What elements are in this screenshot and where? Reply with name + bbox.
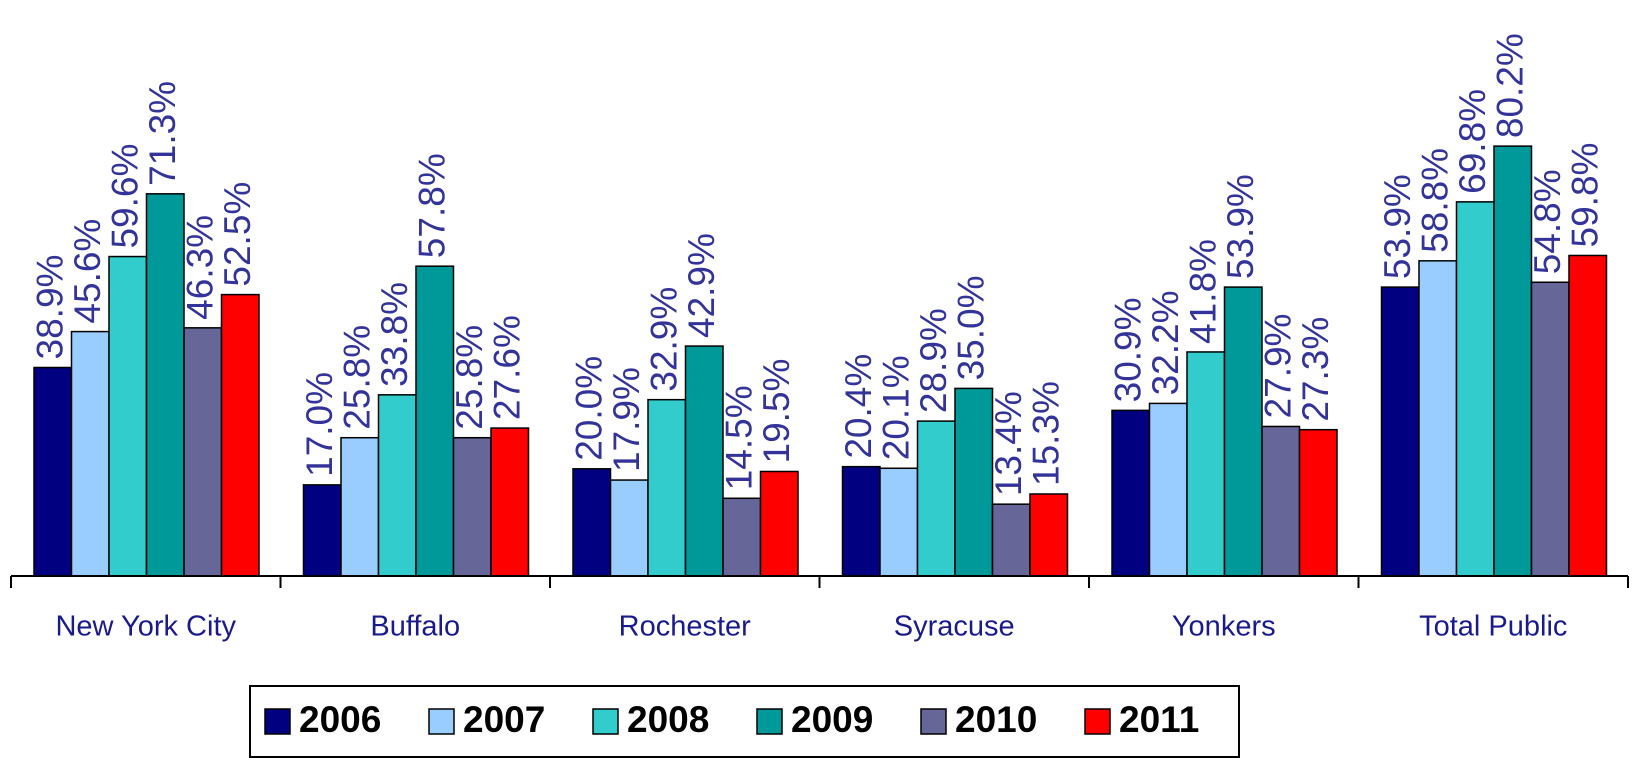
value-label: 27.6% [487,315,528,420]
legend-swatch [592,708,619,735]
value-label: 27.9% [1258,314,1299,419]
value-label: 57.8% [412,153,453,258]
value-label: 69.8% [1452,89,1493,194]
bar [841,465,881,577]
value-label: 41.8% [1183,239,1224,344]
bar [1568,254,1608,577]
value-label: 35.0% [951,275,992,380]
value-label: 53.9% [1220,174,1261,279]
bar [1380,286,1420,577]
value-label: 53.9% [1377,174,1418,279]
bar [916,420,956,577]
value-label: 17.9% [606,367,647,472]
value-label: 25.8% [449,325,490,430]
bar [415,265,455,577]
value-label: 42.9% [681,233,722,338]
x-tick-label: Total Public [1419,611,1567,643]
bar [183,327,223,577]
value-label: 30.9% [1108,297,1149,402]
bar [1223,286,1263,577]
value-label: 27.3% [1295,317,1336,422]
legend-label: 2006 [299,699,381,740]
value-label: 15.3% [1026,381,1067,486]
value-label: 19.5% [756,359,797,464]
bar [991,503,1031,577]
value-label: 80.2% [1490,33,1531,138]
value-label: 46.3% [180,215,221,320]
bar [609,479,649,577]
value-label: 25.8% [337,325,378,430]
value-label: 32.9% [644,287,685,392]
bar [572,468,612,577]
bar [108,255,148,577]
legend-label: 2007 [463,699,545,740]
x-tick-label: Buffalo [370,611,460,643]
bar [377,394,417,577]
value-label: 38.9% [30,255,71,360]
bar [1029,493,1069,577]
legend-swatch [920,708,947,735]
value-label: 52.5% [217,182,258,287]
value-label: 20.4% [838,354,879,459]
value-label: 59.8% [1565,143,1606,248]
value-label: 28.9% [913,308,954,413]
bar [1455,201,1495,577]
bar [722,497,762,577]
x-tick-label: Syracuse [894,611,1015,643]
bar [490,427,530,577]
legend-label: 2010 [955,699,1037,740]
bar [1530,281,1570,577]
bar [1111,409,1151,577]
bar [647,398,687,577]
bar [1493,145,1533,577]
value-label: 14.5% [719,385,760,490]
value-label: 33.8% [374,282,415,387]
x-tick-label: New York City [55,611,236,643]
x-tick-label: Yonkers [1172,611,1276,643]
bar [340,436,380,577]
legend-swatch [1084,708,1111,735]
bar [302,484,342,577]
value-label: 58.8% [1415,148,1456,253]
bar [70,330,110,577]
value-label: 54.8% [1527,169,1568,274]
bar [1261,425,1301,577]
legend-swatch [428,708,455,735]
value-label: 17.0% [299,372,340,477]
value-label: 20.0% [569,356,610,461]
legend-box [249,685,1240,758]
legend-label: 2011 [1119,699,1199,740]
value-label: 20.1% [876,355,917,460]
legend-swatch [264,708,291,735]
bar [33,366,73,577]
legend-label: 2008 [627,699,709,740]
value-label: 59.6% [105,144,146,249]
value-label: 71.3% [142,81,183,186]
x-tick-label: Rochester [619,611,752,643]
value-label: 13.4% [988,391,1029,496]
bar [759,470,799,577]
bar [1186,351,1226,577]
legend-label: 2009 [791,699,873,740]
value-label: 45.6% [67,219,108,324]
bar [220,293,260,577]
bar [452,436,492,577]
bar [1148,402,1188,577]
bar [1418,260,1458,577]
legend-swatch [756,708,783,735]
bar [1298,428,1338,577]
bar [879,467,919,577]
bar [954,387,994,577]
bar [145,193,185,577]
bar [684,345,724,577]
value-label: 32.2% [1145,290,1186,395]
